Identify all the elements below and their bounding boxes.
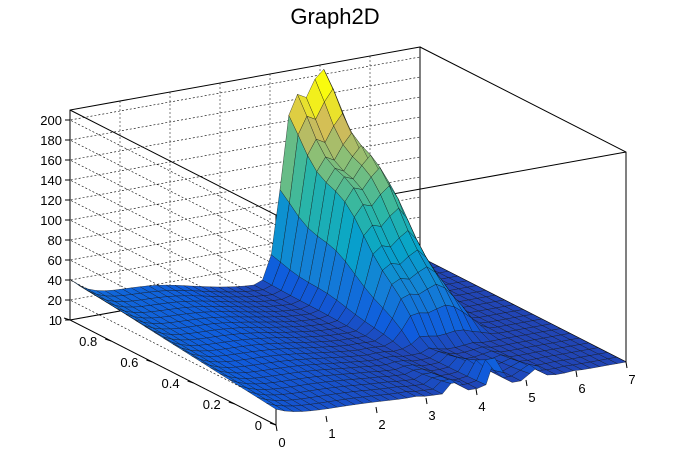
x-tick-mark bbox=[375, 406, 378, 414]
z-tick-label: 20 bbox=[48, 293, 62, 308]
x-tick-mark bbox=[425, 397, 428, 405]
z-tick-label: 100 bbox=[40, 213, 62, 228]
y-tick-mark bbox=[146, 359, 153, 363]
y-tick-label: 0.4 bbox=[162, 376, 180, 391]
surface-mesh bbox=[69, 68, 627, 412]
x-tick-mark bbox=[525, 379, 528, 387]
z-tick-label: 160 bbox=[40, 153, 62, 168]
x-tick-mark bbox=[575, 370, 578, 378]
y-tick-label: 0.6 bbox=[120, 355, 138, 370]
y-tick-label: 0 bbox=[255, 418, 262, 433]
z-tick-label: 80 bbox=[48, 233, 62, 248]
z-axis-ticks: 0 20 40 60 80 100 120 140 160 180 200 bbox=[40, 113, 70, 328]
y-tick-mark bbox=[269, 422, 277, 426]
z-gridline bbox=[69, 56, 421, 226]
z-tick-label: 40 bbox=[48, 273, 62, 288]
z-tick-label: 180 bbox=[40, 133, 62, 148]
chart-title: Graph2D bbox=[290, 4, 379, 29]
back-wall-edge bbox=[69, 46, 421, 320]
x-tick-label: 4 bbox=[478, 399, 485, 414]
z-tick-label: 200 bbox=[40, 113, 62, 128]
x-tick-label: 1 bbox=[328, 426, 335, 441]
x-axis-ticks: 0 1 2 3 4 5 6 7 bbox=[275, 361, 636, 450]
x-tick-mark bbox=[475, 388, 478, 396]
z-tick-label: 120 bbox=[40, 193, 62, 208]
y-tick-mark bbox=[187, 380, 194, 384]
x-tick-label: 3 bbox=[428, 408, 435, 423]
x-tick-label: 6 bbox=[578, 381, 585, 396]
x-tick-label: 7 bbox=[628, 372, 635, 387]
y-tick-label: 0.2 bbox=[203, 397, 221, 412]
y-tick-label: 0.8 bbox=[79, 334, 97, 349]
x-tick-mark bbox=[625, 361, 628, 369]
x-tick-mark bbox=[325, 415, 328, 423]
surface-cell bbox=[607, 357, 627, 364]
z-tick-label: 0 bbox=[55, 313, 62, 328]
z-tick-label: 60 bbox=[48, 253, 62, 268]
x-tick-label: 2 bbox=[378, 417, 385, 432]
y-tick-mark bbox=[105, 338, 112, 342]
z-tick-label: 140 bbox=[40, 173, 62, 188]
y-axis-ticks: 0 0.2 0.4 0.6 0.8 1 bbox=[49, 313, 277, 433]
x-tick-mark bbox=[275, 424, 278, 432]
y-tick-label: 1 bbox=[49, 313, 56, 328]
y-tick-mark bbox=[63, 317, 71, 321]
x-tick-label: 0 bbox=[278, 435, 285, 450]
x-tick-label: 5 bbox=[528, 390, 535, 405]
y-tick-mark bbox=[228, 401, 235, 405]
